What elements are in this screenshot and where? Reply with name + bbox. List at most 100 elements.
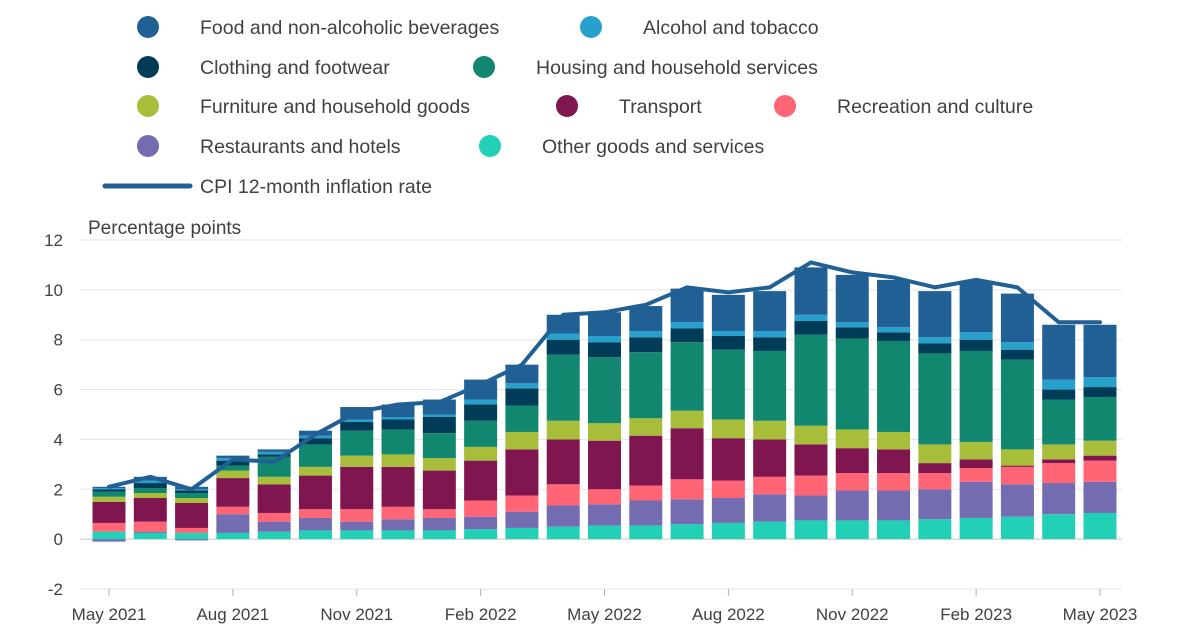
bar-other-goods-and-services	[298, 530, 332, 540]
legend-label: Alcohol and tobacco	[643, 17, 819, 39]
bar-transport	[794, 444, 828, 476]
bar-furniture-and-household-goods	[257, 476, 291, 485]
bar-other-goods-and-services	[794, 520, 828, 540]
bar-housing-and-household-services	[340, 430, 374, 456]
bar-alcohol-and-tobacco	[546, 333, 580, 340]
bar-furniture-and-household-goods	[1000, 449, 1034, 466]
bar-furniture-and-household-goods	[175, 498, 209, 503]
bar-recreation-and-culture	[629, 485, 663, 501]
legend-label: Restaurants and hotels	[200, 136, 401, 158]
bar-furniture-and-household-goods	[381, 454, 415, 467]
bar-clothing-and-footwear	[133, 483, 167, 489]
bar-restaurants-and-hotels	[464, 516, 498, 530]
legend-item-cpi-12-month-inflation-rate: CPI 12-month inflation rate	[102, 176, 432, 198]
bar-housing-and-household-services	[464, 420, 498, 447]
bar-food-and-non-alcoholic-beverages	[546, 314, 580, 334]
bar-restaurants-and-hotels	[588, 504, 621, 526]
bar-other-goods-and-services	[711, 522, 745, 540]
bar-transport	[133, 498, 167, 522]
bar-food-and-non-alcoholic-beverages	[835, 274, 869, 323]
bar-transport	[1000, 465, 1034, 467]
bar-clothing-and-footwear	[340, 421, 374, 431]
bar-other-goods-and-services	[216, 532, 250, 540]
legend-swatch	[137, 95, 159, 117]
bar-furniture-and-household-goods	[629, 418, 663, 436]
y-axis-title: Percentage points	[88, 218, 241, 239]
x-axis-ticks: May 2021 Aug 2021 Nov 2021 Feb 2022 May 2022…	[72, 589, 1137, 624]
bar-alcohol-and-tobacco	[340, 419, 374, 422]
bar-alcohol-and-tobacco	[588, 335, 621, 343]
legend-swatch	[774, 95, 796, 117]
bar-alcohol-and-tobacco	[1083, 377, 1117, 388]
bar-restaurants-and-hotels	[216, 514, 250, 533]
bar-housing-and-household-services	[1042, 399, 1076, 445]
bar-restaurants-and-hotels	[670, 499, 704, 525]
bar-restaurants-and-hotels	[959, 481, 993, 518]
bar-alcohol-and-tobacco	[711, 330, 745, 336]
bar-restaurants-and-hotels	[794, 495, 828, 521]
bar-transport	[835, 448, 869, 474]
bar-food-and-non-alcoholic-beverages	[670, 288, 704, 323]
bar-restaurants-and-hotels	[1000, 484, 1034, 517]
x-tick-label: Nov 2021	[320, 605, 393, 624]
bar-clothing-and-footwear	[175, 490, 209, 494]
bar-food-and-non-alcoholic-beverages	[1083, 324, 1117, 378]
bar-alcohol-and-tobacco	[1042, 379, 1076, 390]
bar-transport	[175, 502, 209, 528]
bar-housing-and-household-services	[216, 465, 250, 471]
bar-other-goods-and-services	[546, 526, 580, 540]
bar-transport	[92, 501, 126, 523]
bar-clothing-and-footwear	[381, 419, 415, 430]
bar-clothing-and-footwear	[1042, 389, 1076, 400]
bar-transport	[298, 475, 332, 510]
bar-recreation-and-culture	[133, 521, 167, 532]
bar-other-goods-and-services	[588, 525, 621, 540]
bar-clothing-and-footwear	[877, 332, 911, 341]
bar-transport	[959, 459, 993, 469]
bar-housing-and-household-services	[918, 353, 952, 445]
bar-alcohol-and-tobacco	[629, 330, 663, 338]
bar-alcohol-and-tobacco	[794, 314, 828, 322]
bar-housing-and-household-services	[505, 405, 539, 432]
bar-housing-and-household-services	[175, 493, 209, 499]
bar-furniture-and-household-goods	[877, 431, 911, 450]
bar-clothing-and-footwear	[918, 343, 952, 354]
bar-recreation-and-culture	[216, 506, 250, 515]
legend-item-restaurants-and-hotels: Restaurants and hotels	[137, 135, 401, 158]
stacked-bars	[92, 267, 1117, 542]
bar-recreation-and-culture	[835, 473, 869, 491]
x-tick-label: Aug 2021	[196, 605, 269, 624]
bar-other-goods-and-services	[835, 520, 869, 540]
bar-other-goods-and-services	[92, 531, 126, 540]
bar-restaurants-and-hotels	[340, 521, 374, 531]
bar-recreation-and-culture	[340, 509, 374, 522]
bar-furniture-and-household-goods	[464, 446, 498, 461]
legend-swatch	[556, 95, 578, 117]
bar-restaurants-and-hotels	[505, 511, 539, 528]
bar-recreation-and-culture	[175, 527, 209, 533]
bar-clothing-and-footwear	[753, 337, 787, 351]
x-tick-label: May 2022	[567, 605, 642, 624]
bar-restaurants-and-hotels	[381, 519, 415, 531]
legend-label: Furniture and household goods	[200, 96, 470, 118]
bar-alcohol-and-tobacco	[257, 451, 291, 455]
bar-transport	[877, 449, 911, 474]
bar-restaurants-and-hotels	[298, 517, 332, 531]
y-tick-label: 6	[54, 381, 63, 400]
bar-recreation-and-culture	[381, 506, 415, 520]
x-tick-label: Feb 2022	[445, 605, 517, 624]
bar-food-and-non-alcoholic-beverages	[629, 306, 663, 331]
legend-label: CPI 12-month inflation rate	[200, 176, 432, 198]
bar-clothing-and-footwear	[216, 460, 250, 466]
line-cpi-12-month-inflation-rate	[107, 260, 1102, 492]
bar-transport	[711, 438, 745, 481]
bar-food-and-non-alcoholic-beverages	[711, 294, 745, 331]
bar-other-goods-and-services	[877, 520, 911, 540]
bar-recreation-and-culture	[959, 468, 993, 482]
bar-housing-and-household-services	[298, 444, 332, 467]
bar-recreation-and-culture	[298, 509, 332, 518]
bar-other-goods-and-services	[1000, 516, 1034, 540]
bar-furniture-and-household-goods	[753, 420, 787, 440]
bar-restaurants-and-hotels	[711, 498, 745, 523]
